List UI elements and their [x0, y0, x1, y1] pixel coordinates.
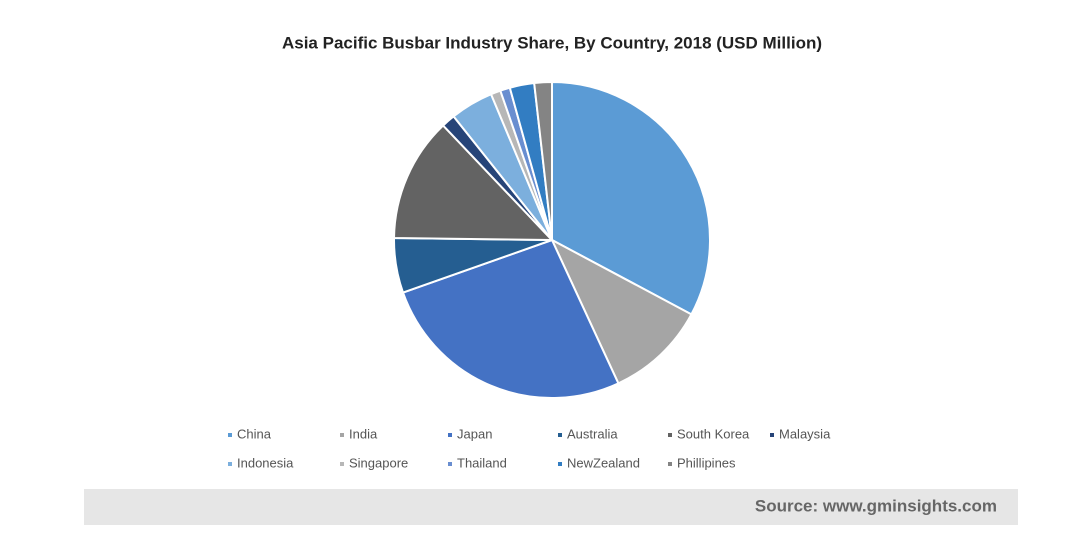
legend-label: Malaysia	[779, 426, 831, 441]
legend-label: Australia	[567, 426, 618, 441]
legend-label: Japan	[457, 426, 492, 441]
legend-label: South Korea	[677, 426, 750, 441]
legend-marker	[558, 462, 562, 466]
legend-marker	[448, 462, 452, 466]
pie-slice	[401, 238, 620, 399]
legend-marker	[668, 462, 672, 466]
legend-label: Phillipines	[677, 455, 736, 470]
legend-marker	[770, 433, 774, 437]
legend-label: China	[237, 426, 272, 441]
legend-marker	[340, 433, 344, 437]
legend-marker	[558, 433, 562, 437]
legend-label: India	[349, 426, 378, 441]
legend-label: NewZealand	[567, 455, 640, 470]
pie-slice	[392, 124, 555, 242]
legend-marker	[340, 462, 344, 466]
source: Source: www.gminsights.com	[755, 496, 997, 515]
legend-marker	[448, 433, 452, 437]
legend-marker	[228, 433, 232, 437]
legend-label: Thailand	[457, 455, 507, 470]
pie-slice	[549, 237, 693, 385]
legend-label: Indonesia	[237, 455, 294, 470]
pie-slice	[533, 80, 553, 241]
legend-marker	[228, 462, 232, 466]
source-band	[84, 489, 1018, 525]
legend-marker	[668, 433, 672, 437]
pie-slice	[551, 80, 711, 316]
chart-title: Asia Pacific Busbar Industry Share, By C…	[282, 33, 822, 52]
legend-label: Singapore	[349, 455, 408, 470]
